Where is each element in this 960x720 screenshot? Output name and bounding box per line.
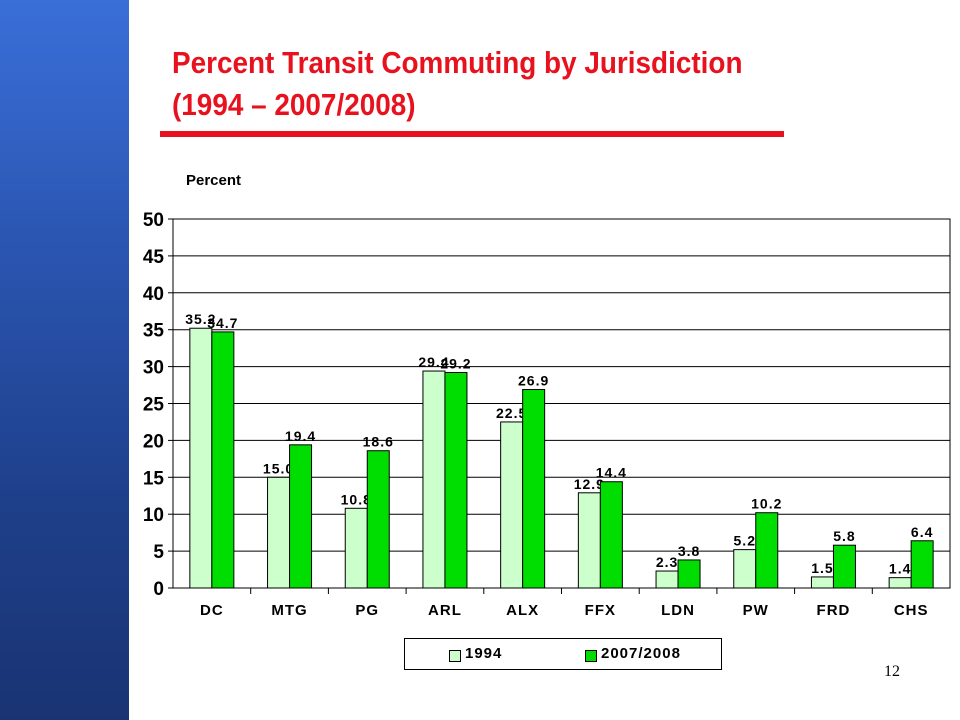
- bar-pw-1994: [733, 549, 757, 589]
- sidebar-band: [0, 0, 129, 720]
- data-label: 22.5: [496, 405, 527, 421]
- slide-title: Percent Transit Commuting by Jurisdictio…: [172, 42, 802, 126]
- data-label: 14.4: [596, 465, 627, 481]
- bar-alx-1994: [500, 421, 524, 589]
- data-label: 12.9: [574, 476, 605, 492]
- y-axis-label: Percent: [186, 172, 242, 189]
- y-tick-label: 25: [143, 395, 165, 416]
- bar-mtg-1994: [267, 476, 291, 589]
- data-label: 15.0: [263, 460, 294, 476]
- x-tick-label: ARL: [428, 602, 462, 619]
- bar-pg-2007: [366, 450, 390, 589]
- bar-dc-1994: [189, 327, 213, 589]
- bar-arl-2007: [444, 372, 468, 589]
- data-label: 34.7: [207, 315, 238, 331]
- data-label: 1.5: [811, 560, 833, 576]
- x-tick-label: PW: [743, 602, 769, 619]
- chart-legend: 1994 2007/2008: [404, 638, 722, 670]
- bar-frd-1994: [810, 576, 834, 589]
- data-label: 6.4: [911, 524, 933, 540]
- x-tick-label: ALX: [506, 602, 539, 619]
- legend-label-1994: 1994: [465, 645, 503, 662]
- title-line-2: (1994 – 2007/2008): [172, 87, 416, 122]
- bar-ldn-1994: [655, 570, 679, 589]
- legend-label-2007: 2007/2008: [601, 645, 681, 662]
- y-tick-label: 45: [143, 247, 165, 268]
- y-tick-label: 20: [143, 431, 164, 452]
- bar-ldn-2007: [677, 559, 701, 589]
- x-tick-label: FRD: [817, 602, 851, 619]
- x-tick-label: MTG: [271, 602, 307, 619]
- legend-swatch-2007: [585, 650, 597, 662]
- y-tick-label: 50: [143, 210, 164, 231]
- data-label: 10.8: [341, 491, 372, 507]
- x-tick-label: DC: [200, 602, 224, 619]
- y-tick-label: 5: [153, 542, 164, 563]
- bar-ffx-1994: [577, 492, 601, 589]
- data-label: 29.2: [440, 356, 471, 372]
- data-label: 26.9: [518, 372, 549, 388]
- y-tick-label: 10: [143, 505, 164, 526]
- y-tick-label: 30: [143, 358, 164, 379]
- y-tick-label: 35: [143, 321, 165, 342]
- bar-dc-2007: [211, 331, 235, 589]
- data-label: 10.2: [751, 496, 782, 512]
- x-tick-label: LDN: [661, 602, 695, 619]
- x-tick-label: FFX: [585, 602, 616, 619]
- bar-chs-2007: [910, 540, 934, 589]
- data-label: 5.2: [734, 533, 756, 549]
- data-label: 1.4: [889, 561, 911, 577]
- data-label: 35.2: [185, 311, 216, 327]
- bar-pw-2007: [755, 512, 779, 589]
- data-label: 19.4: [285, 428, 316, 444]
- bar-arl-1994: [422, 370, 446, 589]
- y-tick-label: 15: [143, 468, 165, 489]
- bar-mtg-2007: [289, 444, 313, 589]
- data-label: 5.8: [833, 528, 855, 544]
- bar-chs-1994: [888, 577, 912, 589]
- x-tick-label: CHS: [894, 602, 929, 619]
- x-tick-label: PG: [355, 602, 379, 619]
- y-tick-label: 40: [143, 284, 164, 305]
- bar-alx-2007: [522, 388, 546, 589]
- y-tick-label: 0: [153, 579, 164, 600]
- bar-pg-1994: [344, 507, 368, 589]
- data-label: 3.8: [678, 543, 700, 559]
- bar-frd-2007: [832, 544, 856, 589]
- bar-ffx-2007: [599, 481, 623, 589]
- data-label: 29.4: [418, 354, 449, 370]
- title-underline: [160, 131, 784, 137]
- title-line-1: Percent Transit Commuting by Jurisdictio…: [172, 45, 743, 80]
- data-label: 2.3: [656, 554, 678, 570]
- data-label: 18.6: [363, 434, 394, 450]
- legend-swatch-1994: [449, 650, 461, 662]
- page-number: 12: [884, 663, 900, 680]
